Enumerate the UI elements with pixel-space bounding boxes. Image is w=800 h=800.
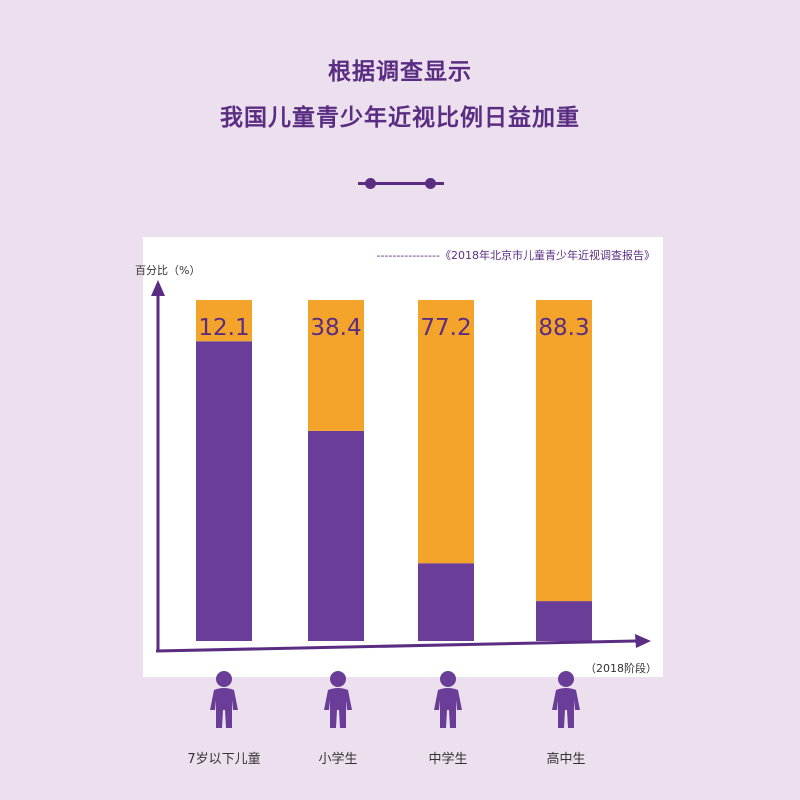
person-icon [324, 671, 352, 728]
category-label: 高中生 [546, 752, 586, 767]
person-icon [434, 671, 462, 728]
category-label: 7岁以下儿童 [187, 752, 261, 767]
headline-line-1: 根据调查显示 [328, 59, 472, 85]
source-note: ----------------《2018年北京市儿童青少年近视调查报告》 [376, 249, 655, 262]
person-icon [552, 671, 580, 728]
x-axis-label: （2018阶段） [585, 662, 657, 675]
divider-line [358, 182, 444, 185]
chart-panel: ----------------《2018年北京市儿童青少年近视调查报告》 [143, 237, 663, 677]
y-axis-label: 百分比（%） [135, 264, 201, 277]
category-label: 中学生 [428, 752, 468, 767]
category-label: 小学生 [318, 752, 358, 767]
divider-dot-right [425, 178, 436, 189]
divider-dot-left [365, 178, 376, 189]
person-icon [210, 671, 238, 728]
headline-line-2: 我国儿童青少年近视比例日益加重 [220, 105, 580, 131]
